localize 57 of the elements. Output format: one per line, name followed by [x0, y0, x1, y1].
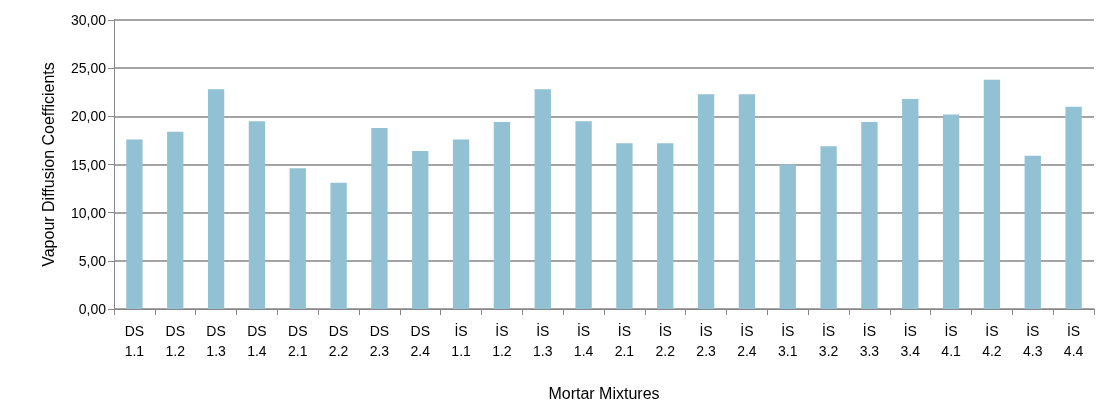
y-tick-label: 20,00 [70, 108, 107, 125]
bar [207, 89, 225, 309]
bar [738, 94, 756, 309]
y-tick-label: 5,00 [78, 252, 107, 269]
y-tick-label: 10,00 [70, 204, 107, 221]
x-tick-label: İS 1.4 [573, 322, 594, 359]
bar [942, 114, 960, 309]
x-tick-label: İS 4.1 [941, 322, 962, 359]
x-axis-title: Mortar Mixtures [548, 384, 660, 402]
x-tick-label: DS 2.3 [369, 323, 390, 359]
x-tick-label: İS 3.1 [778, 322, 798, 359]
bar [1065, 106, 1082, 309]
x-tick-label: İS 2.4 [737, 322, 757, 359]
bar [983, 79, 1001, 309]
bar [289, 168, 306, 309]
y-tick-label: 15,00 [70, 156, 107, 173]
x-tick-label: İS 2.2 [655, 322, 676, 359]
bar [779, 164, 796, 309]
x-tick-label: DS 1.2 [165, 323, 186, 359]
bar [657, 143, 674, 309]
y-tick-label: 0,00 [78, 301, 107, 317]
x-tick-label: İS 3.2 [818, 322, 839, 359]
x-tick-label: İS 3.3 [859, 322, 880, 359]
bar [371, 127, 388, 309]
bar [861, 122, 878, 309]
x-tick-label: DS 1.3 [206, 323, 227, 359]
bar [575, 121, 592, 309]
y-tick-label: 25,00 [70, 60, 107, 77]
x-tick-label: İS 1.3 [533, 322, 553, 359]
x-tick-label: DS 2.2 [328, 323, 349, 359]
x-tick-label: İS 3.4 [900, 322, 921, 359]
bar [248, 121, 266, 309]
x-tick-label: İS 1.2 [492, 322, 512, 359]
bar [330, 182, 347, 309]
x-tick-label: DS 2.1 [288, 323, 308, 359]
x-tick-label: İS 2.3 [696, 322, 717, 359]
y-axis-title: Vapour Diffusion Coefficients [39, 62, 57, 267]
x-tick-label: DS 1.1 [124, 323, 145, 359]
bar [167, 131, 184, 309]
bar [493, 122, 511, 309]
bar [820, 146, 837, 309]
bar [126, 139, 143, 309]
x-tick-label: DS 1.4 [247, 323, 267, 359]
y-tick-label: 30,00 [70, 12, 107, 28]
x-tick-label: İS 2.1 [614, 322, 635, 359]
bar [1024, 155, 1041, 309]
bar [412, 151, 429, 309]
x-tick-label: İS 4.2 [982, 322, 1002, 359]
x-tick-label: DS 2.4 [410, 323, 431, 359]
x-tick-label: İS 1.1 [451, 322, 472, 359]
bar [697, 94, 715, 309]
x-tick-label: İS 4.4 [1063, 322, 1084, 359]
bar [452, 139, 470, 309]
bar [902, 98, 919, 309]
bar [534, 89, 551, 309]
x-tick-label: İS 4.3 [1023, 322, 1043, 359]
bar [616, 143, 633, 309]
